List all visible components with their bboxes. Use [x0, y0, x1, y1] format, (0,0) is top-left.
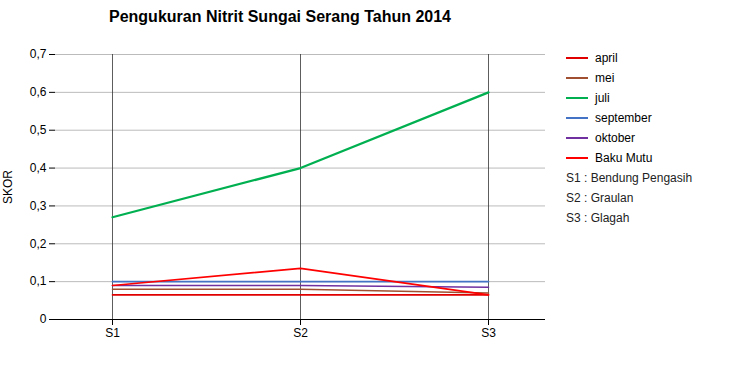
html-text:Baku Mutu: Baku Mutu — [595, 151, 653, 165]
svg-text:SKOR: SKOR — [1, 170, 15, 204]
html-text:juli: juli — [595, 91, 610, 105]
svg-text:0,6: 0,6 — [30, 85, 47, 99]
svg-text:0,2: 0,2 — [30, 237, 47, 251]
html-text:S2 : Graulan: S2 : Graulan — [566, 191, 634, 205]
html-text:S3 : Glagah: S3 : Glagah — [566, 211, 630, 225]
svg-text:S2: S2 — [293, 326, 308, 340]
html-text:september: september — [595, 111, 652, 125]
html-text:S1 : Bendung Pengasih: S1 : Bendung Pengasih — [566, 171, 693, 185]
svg-text:0,1: 0,1 — [30, 274, 47, 288]
html-text:april: april — [595, 51, 618, 65]
html-text:mei: mei — [595, 71, 615, 85]
svg-text:0: 0 — [40, 312, 47, 326]
svg-text:0,3: 0,3 — [30, 199, 47, 213]
svg-text:S3: S3 — [481, 326, 496, 340]
svg-text:0,4: 0,4 — [30, 161, 47, 175]
svg-text:S1: S1 — [105, 326, 120, 340]
svg-text:0,5: 0,5 — [30, 123, 47, 137]
html-text:Pengukuran Nitrit Sungai Seran: Pengukuran Nitrit Sungai Serang Tahun 20… — [109, 8, 451, 25]
svg-text:0,7: 0,7 — [30, 47, 47, 61]
html-text:oktober: oktober — [595, 131, 635, 145]
